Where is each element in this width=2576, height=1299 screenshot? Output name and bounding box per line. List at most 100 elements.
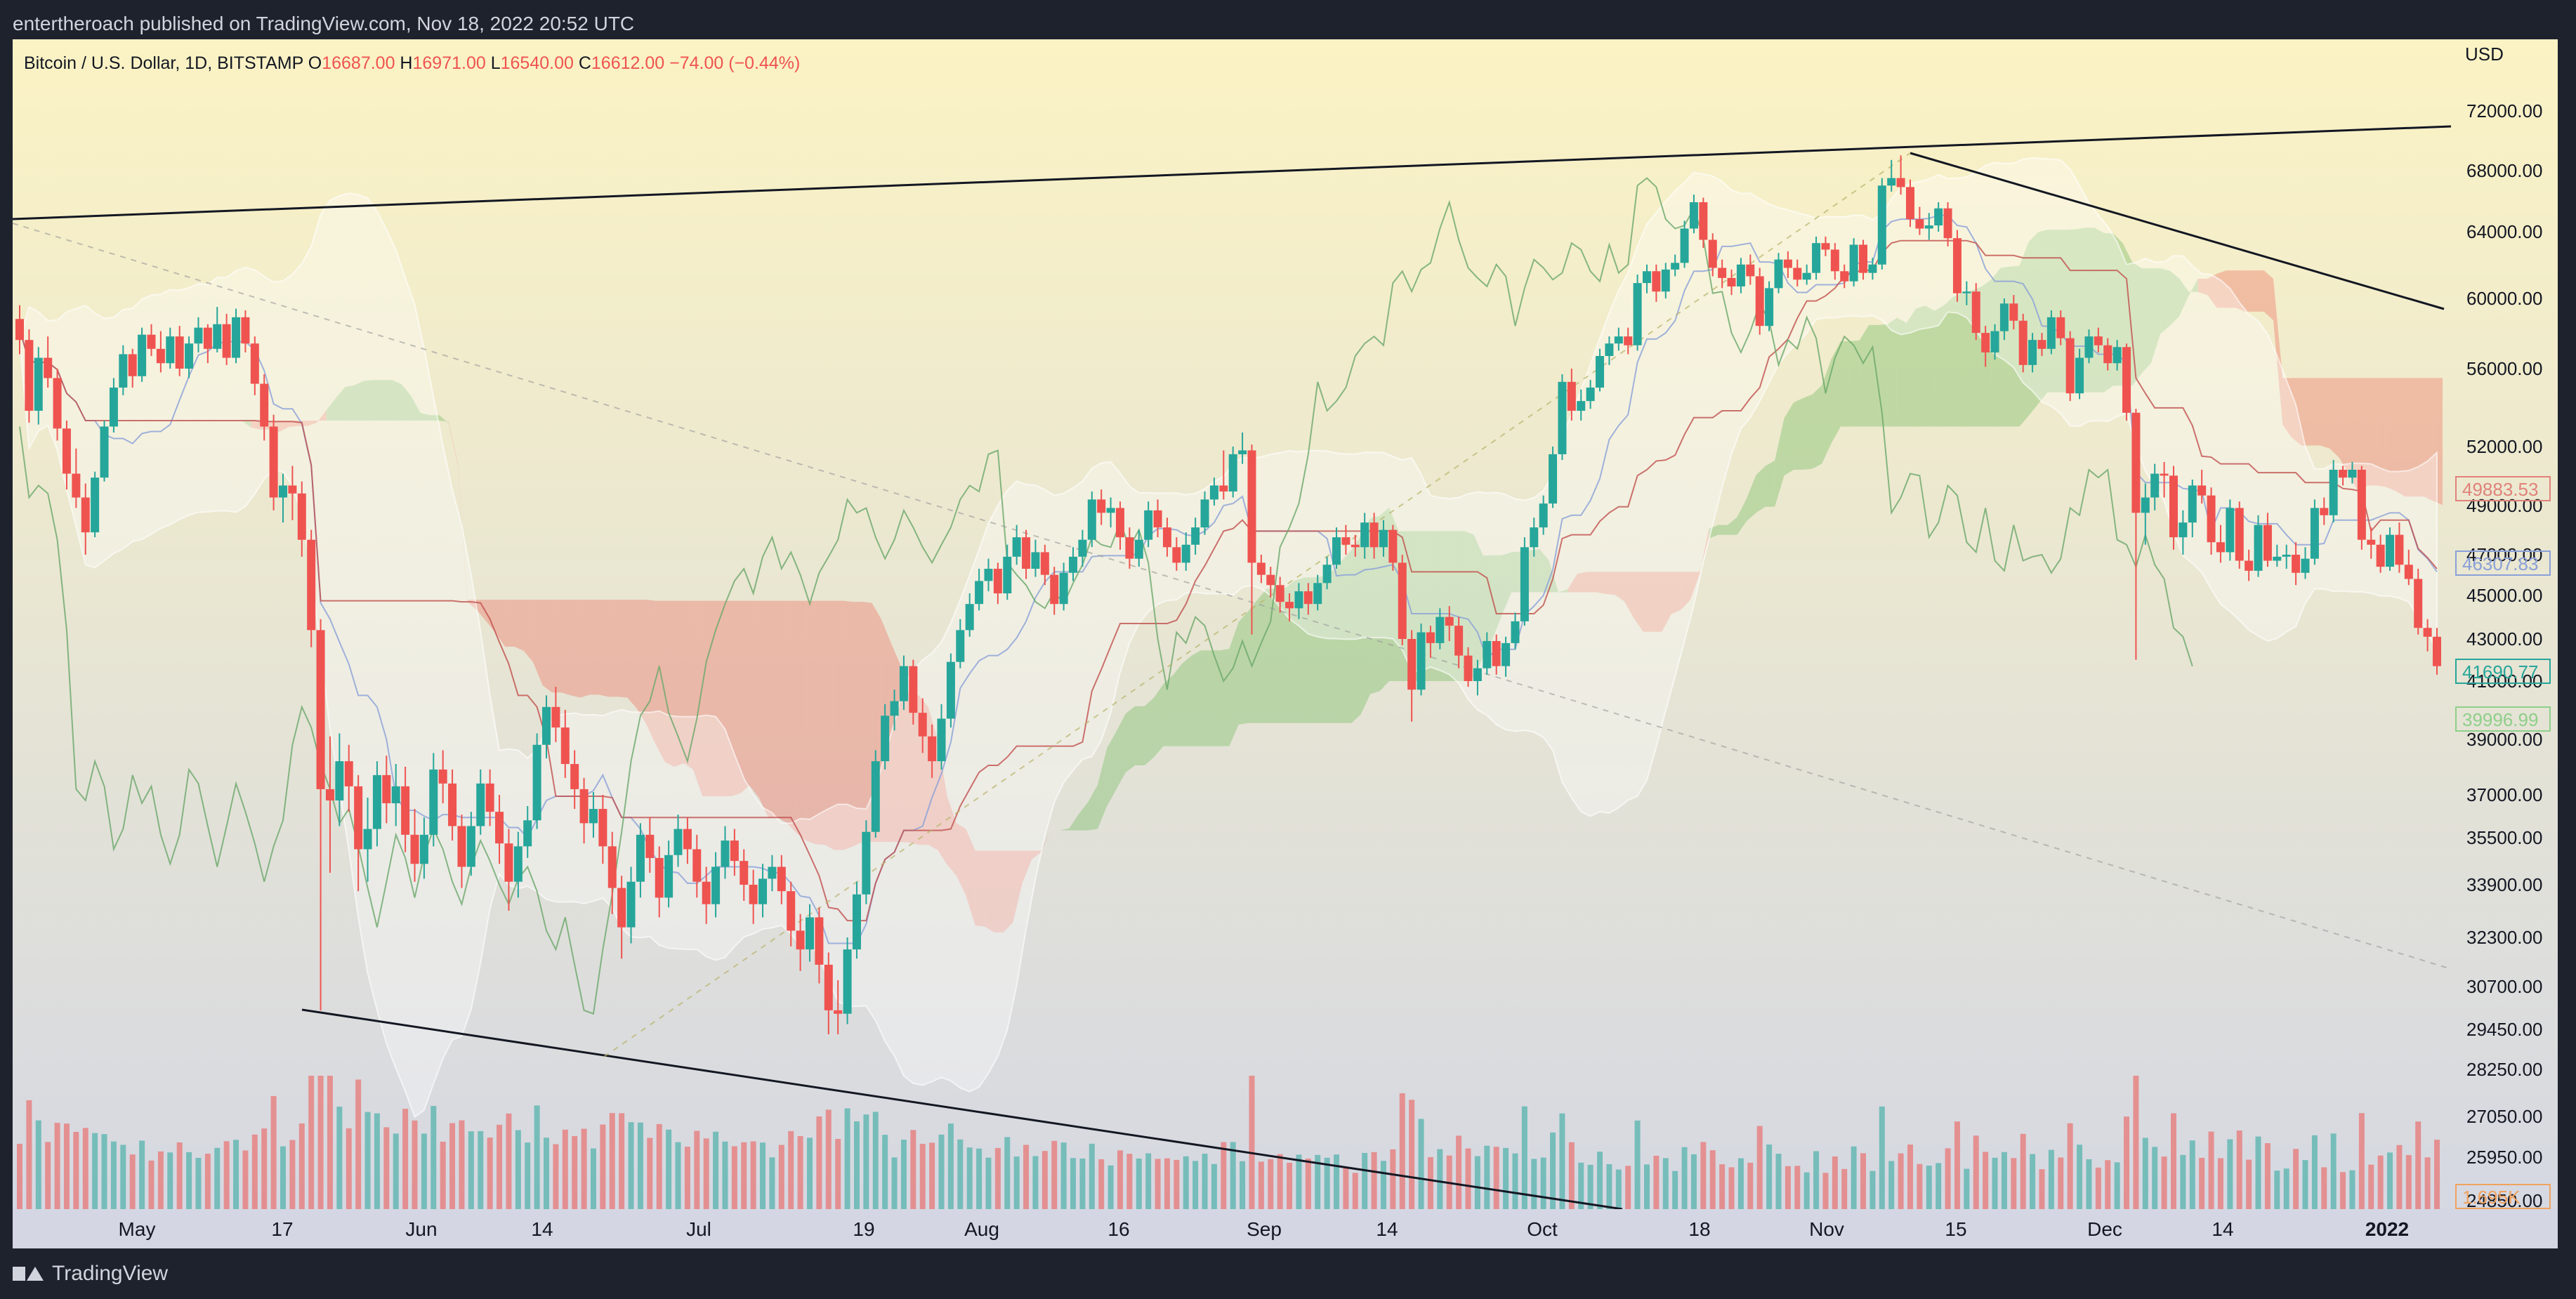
candle-body xyxy=(1943,208,1952,239)
candle-body xyxy=(316,630,325,789)
candle-body xyxy=(1360,522,1369,548)
candle-body xyxy=(1905,187,1914,220)
volume-bar xyxy=(421,1133,427,1209)
candle-body xyxy=(1633,283,1642,345)
y-tick-label: 37000.00 xyxy=(2466,784,2542,805)
cloud-segment xyxy=(824,600,834,850)
volume-bar xyxy=(947,1123,954,1209)
price-label-box xyxy=(2455,476,2551,501)
volume-bar xyxy=(1681,1147,1688,1209)
volume-bar xyxy=(816,1116,822,1209)
legend-c-label: C xyxy=(579,53,591,73)
cloud-segment xyxy=(1313,576,1324,723)
volume-bar xyxy=(994,1147,1001,1209)
cloud-segment xyxy=(834,600,844,850)
legend-close: 16612.00 xyxy=(591,53,669,73)
candle-body xyxy=(655,857,664,898)
cloud-segment xyxy=(336,387,346,421)
cloud-segment xyxy=(900,664,909,843)
cloud-segment xyxy=(1182,655,1192,746)
price-label-box xyxy=(2455,659,2551,684)
candle-body xyxy=(852,894,861,950)
candle-body xyxy=(1999,303,2009,331)
cloud-segment xyxy=(815,600,825,845)
volume-bar xyxy=(797,1136,803,1209)
cloud-segment xyxy=(956,823,966,895)
volume-bar xyxy=(2415,1121,2421,1209)
volume-bar xyxy=(2396,1145,2403,1209)
y-tick-label: 68000.00 xyxy=(2466,160,2542,181)
volume-bar xyxy=(26,1100,32,1209)
cloud-segment xyxy=(2047,230,2057,393)
volume-bar xyxy=(863,1114,869,1209)
volume-bar xyxy=(1023,1145,1030,1209)
cloud-segment xyxy=(2254,270,2264,312)
volume-bar xyxy=(110,1141,117,1209)
candle-body xyxy=(2084,336,2094,358)
volume-bar xyxy=(2058,1157,2064,1209)
x-tick-label: 14 xyxy=(2212,1218,2233,1240)
candle-body xyxy=(645,834,655,858)
volume-bar xyxy=(788,1130,794,1209)
cloud-segment xyxy=(1737,498,1747,535)
y-tick-label: 27050.00 xyxy=(2466,1106,2542,1127)
candle-body xyxy=(476,783,485,826)
candle-body xyxy=(91,477,100,533)
candle-body xyxy=(2404,565,2413,579)
cloud-segment xyxy=(2273,279,2283,426)
cloud-segment xyxy=(2197,279,2208,296)
candle-body xyxy=(1398,562,1407,639)
volume-bar xyxy=(1004,1137,1011,1209)
candle-body xyxy=(1247,450,1256,563)
candle-body xyxy=(1341,537,1351,545)
cloud-segment xyxy=(2188,279,2198,296)
cloud-segment xyxy=(166,329,176,362)
cloud-segment xyxy=(420,412,430,421)
tradingview-logo-icon xyxy=(13,1264,44,1284)
candle-body xyxy=(513,846,523,882)
volume-bar xyxy=(1305,1158,1311,1209)
candle-body xyxy=(2320,508,2329,515)
candles xyxy=(15,155,2441,1034)
cloud-segment xyxy=(317,410,327,423)
candle-body xyxy=(1746,264,1755,277)
candle-body xyxy=(2348,470,2357,478)
cloud-segment xyxy=(1060,828,1070,831)
volume-bar xyxy=(327,1076,333,1209)
volume-bar xyxy=(497,1124,503,1209)
candle-body xyxy=(1125,537,1134,559)
cloud-segment xyxy=(730,600,740,796)
x-tick-label: Nov xyxy=(1809,1218,1844,1240)
volume-bar xyxy=(731,1146,737,1209)
candle-body xyxy=(62,428,71,474)
candle-body xyxy=(25,340,34,411)
volume-bar xyxy=(1126,1154,1133,1209)
volume-bar xyxy=(242,1150,249,1209)
candle-body xyxy=(241,317,250,344)
candle-body xyxy=(1755,276,1764,327)
volume-bar xyxy=(1578,1162,1584,1209)
candle-body xyxy=(1577,401,1586,411)
candle-body xyxy=(1718,268,1727,278)
volume-bar xyxy=(1079,1158,1086,1209)
cloud-segment xyxy=(1323,570,1333,723)
volume-bar xyxy=(1287,1163,1293,1209)
volume-bar xyxy=(54,1123,60,1209)
volume-bar xyxy=(449,1123,456,1209)
kijun-line xyxy=(19,239,2438,922)
candle-body xyxy=(213,324,222,349)
volume-bar xyxy=(374,1113,380,1209)
cloud-segment xyxy=(1812,385,1822,469)
candle-body xyxy=(617,888,626,928)
volume-bar xyxy=(1418,1119,1424,1209)
candle-body xyxy=(1285,602,1294,609)
cloud-segment xyxy=(1615,572,1624,602)
candle-body xyxy=(100,426,109,478)
cloud-segment xyxy=(1041,830,1051,852)
volume-bar xyxy=(1606,1163,1612,1209)
volume-bar xyxy=(2340,1172,2346,1209)
cloud-segment xyxy=(1605,572,1615,595)
volume-bar xyxy=(2067,1123,2073,1209)
lagging-span xyxy=(19,177,2193,1015)
